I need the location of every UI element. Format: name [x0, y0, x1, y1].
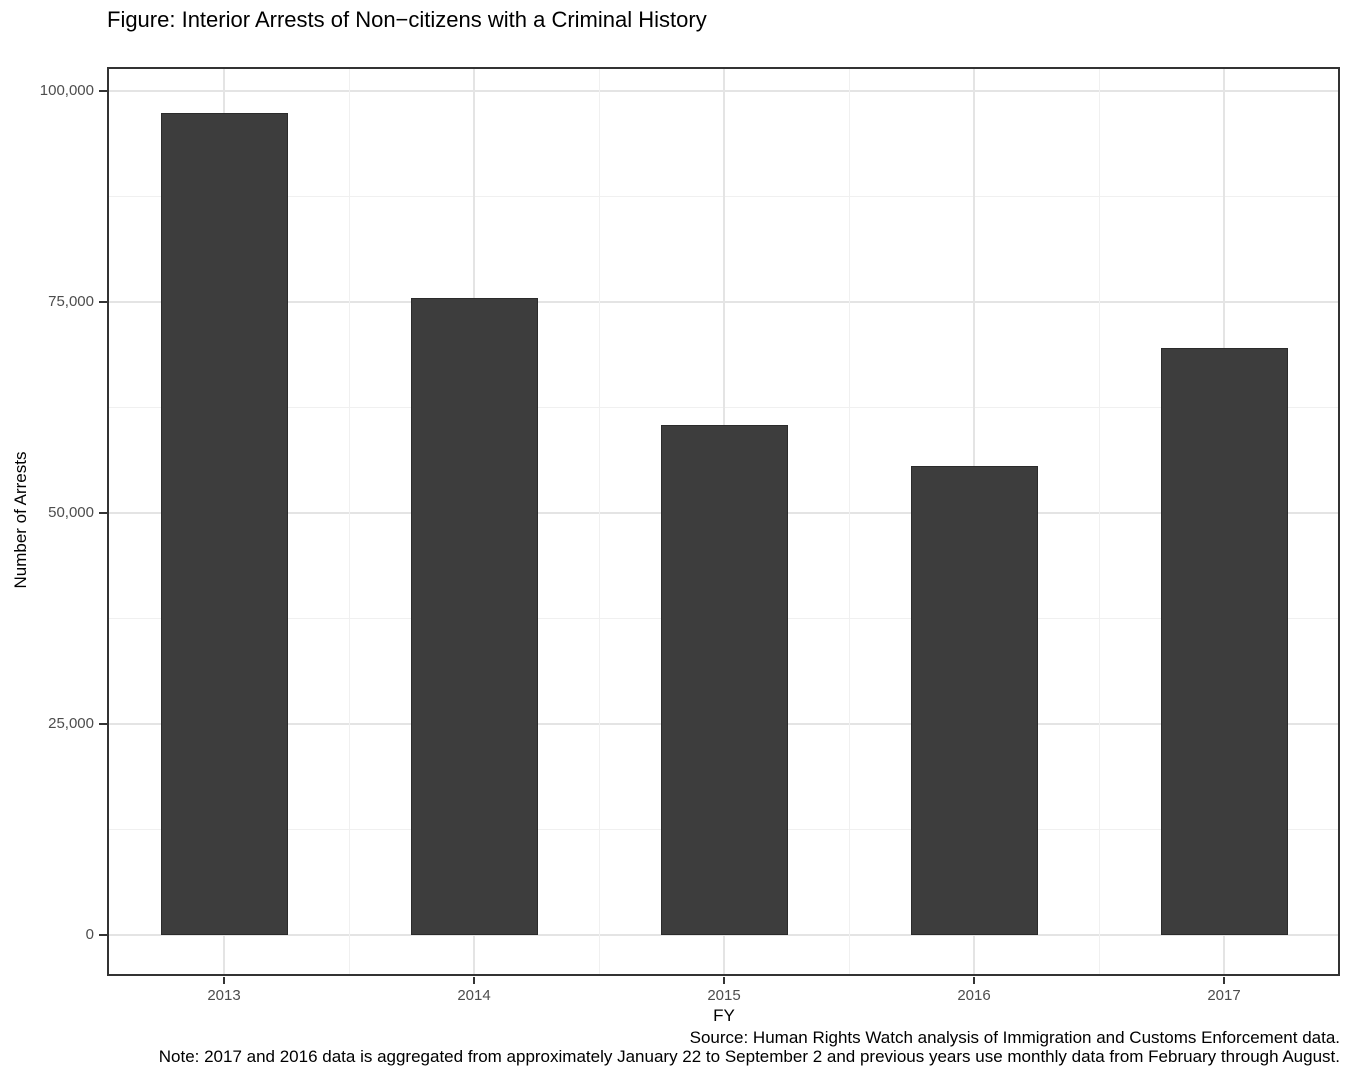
gridline-minor-v: [849, 67, 850, 976]
x-tick-mark: [473, 977, 475, 984]
caption-note: Note: 2017 and 2016 data is aggregated f…: [158, 1047, 1340, 1066]
x-axis-title: FY: [713, 1006, 735, 1025]
y-tick-mark: [99, 300, 107, 303]
y-tick-label-75,000: 75,000: [48, 292, 94, 310]
x-tick-label-2016: 2016: [957, 987, 991, 1004]
chart-title: Figure: Interior Arrests of Non−citizens…: [107, 7, 707, 32]
y-tick-label-0: 0: [85, 926, 94, 943]
plot-panel: [107, 67, 1340, 976]
bar-2014: [411, 298, 538, 935]
y-tick-label-100,000: 100,000: [39, 81, 94, 99]
x-tick-label-2014: 2014: [457, 987, 491, 1004]
x-tick-label-2013: 2013: [207, 987, 241, 1004]
bar-2015: [661, 424, 788, 935]
y-tick-mark: [99, 511, 107, 514]
y-tick-label-25,000: 25,000: [48, 714, 94, 732]
gridline-minor-v: [1099, 67, 1100, 976]
x-tick-mark: [723, 977, 725, 984]
x-tick-label-2017: 2017: [1207, 987, 1241, 1004]
gridline-minor-v: [349, 67, 350, 976]
x-tick-label-2015: 2015: [707, 987, 741, 1004]
bar-2013: [161, 112, 288, 935]
bar-2016: [911, 466, 1038, 935]
x-tick-mark: [973, 977, 975, 984]
x-tick-mark: [223, 977, 225, 984]
caption-source: Source: Human Rights Watch analysis of I…: [689, 1028, 1340, 1047]
y-tick-mark: [99, 934, 107, 936]
y-tick-label-50,000: 50,000: [48, 503, 94, 521]
bar-2017: [1161, 348, 1288, 935]
gridline-minor-v: [599, 67, 600, 976]
x-tick-mark: [1223, 977, 1225, 984]
y-tick-mark: [99, 89, 107, 92]
y-tick-mark: [99, 722, 107, 725]
